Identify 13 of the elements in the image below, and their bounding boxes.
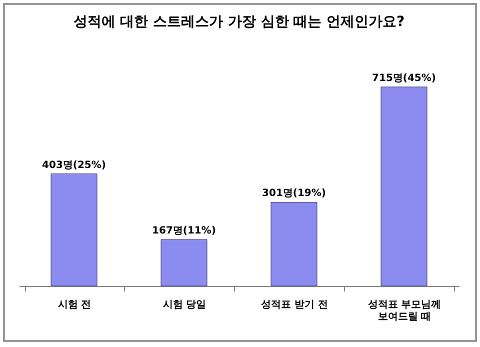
bar [270, 202, 318, 286]
x-tick-label: 시험 전 [58, 300, 92, 310]
bar [380, 86, 428, 286]
data-label: 167명(11%) [152, 226, 216, 237]
data-label: 301명(19%) [262, 188, 326, 200]
chart-title: 성적에 대한 스트레스가 가장 심한 때는 언제인가요? [73, 14, 405, 30]
bar [50, 174, 98, 286]
x-tick-label: 성적표 부모님께 보여드릴 때 [368, 300, 442, 322]
bar [160, 239, 208, 286]
x-tick-label: 성적표 받기 전 [261, 300, 328, 310]
x-tick-label: 시험 당일 [162, 300, 206, 310]
data-label: 715명(45%) [372, 72, 436, 84]
data-label: 403명(25%) [42, 160, 106, 171]
